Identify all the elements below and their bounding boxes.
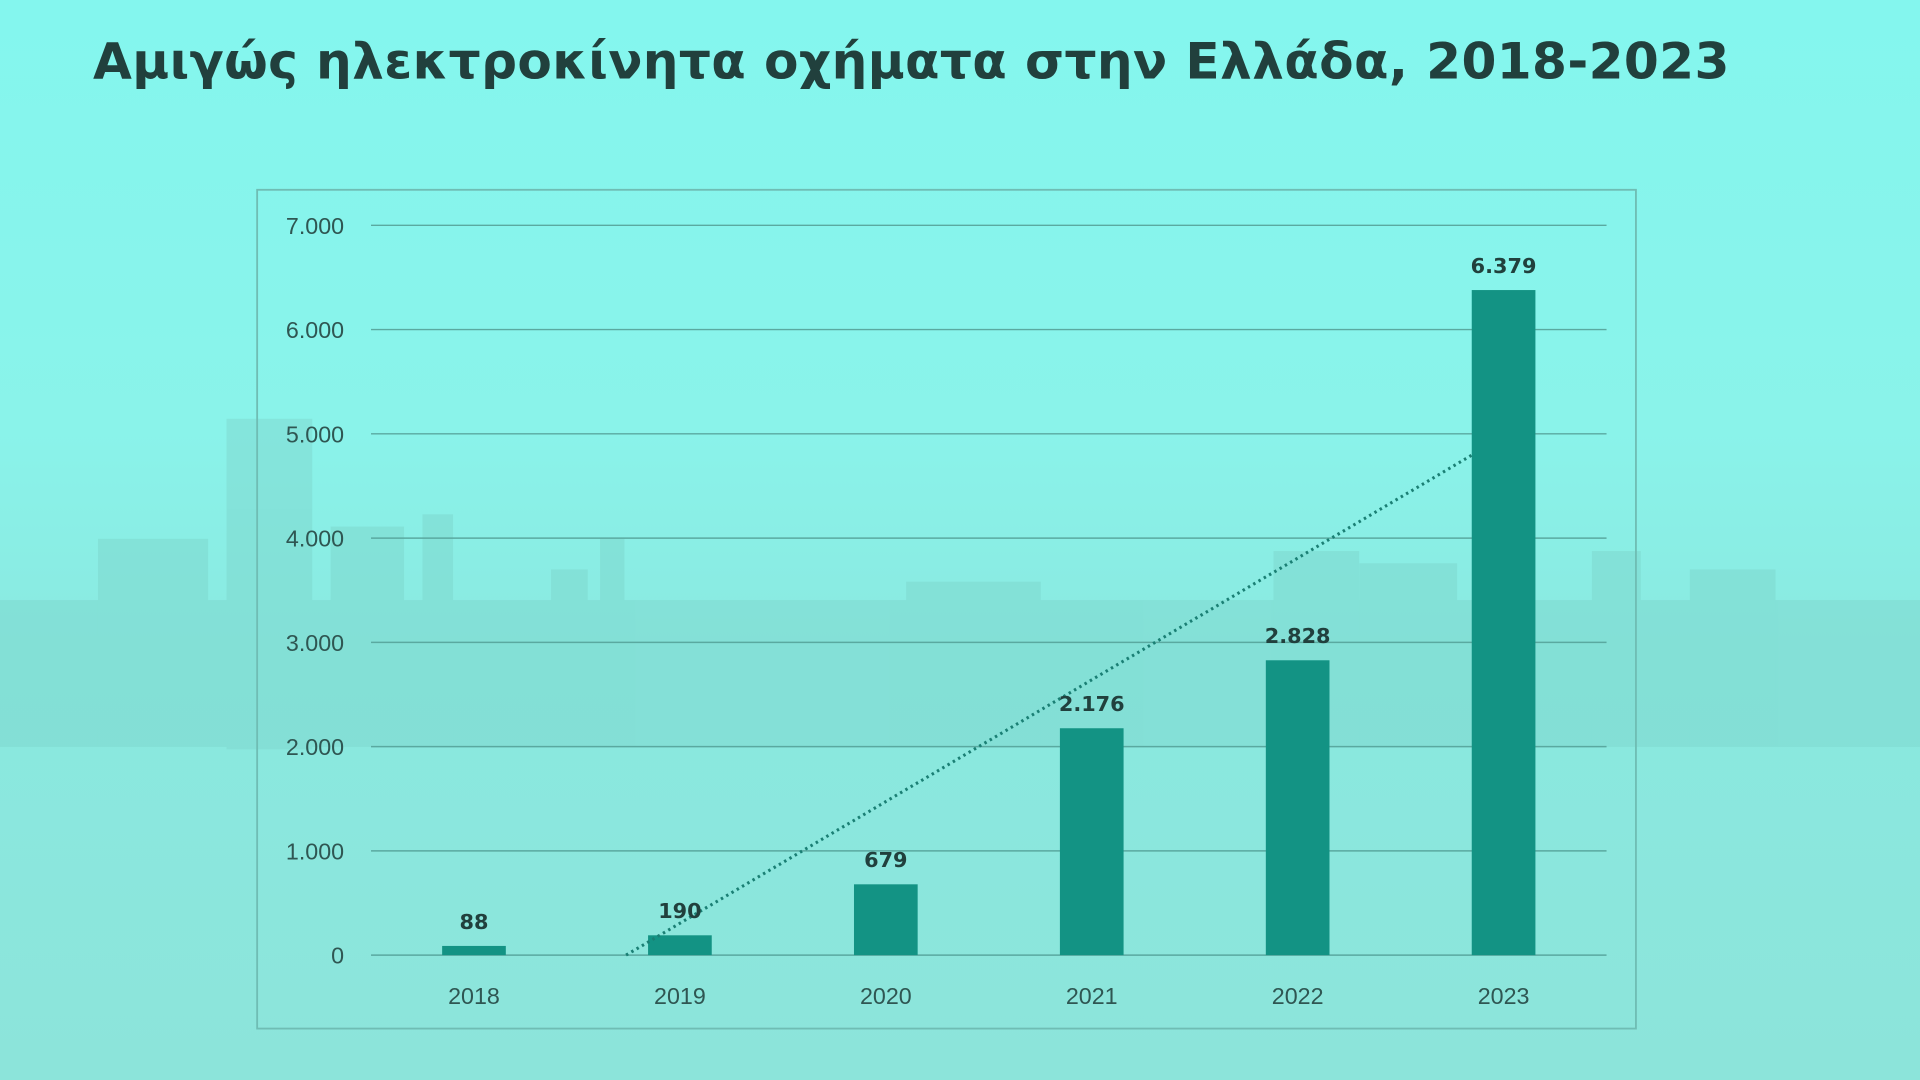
y-tick-label: 3.000 [286,630,344,656]
x-tick-label: 2020 [860,983,912,1009]
bar-2022 [1265,660,1330,956]
data-label: 6.379 [1471,254,1537,278]
bar-2019 [648,935,712,956]
bar-2020 [853,884,918,956]
bar-2021 [1059,728,1124,956]
data-label: 88 [460,910,489,934]
y-tick-label: 5.000 [286,421,344,447]
trendline [625,453,1474,957]
y-tick-label: 4.000 [286,526,344,552]
y-tick-label: 0 [331,943,344,969]
x-tick-label: 2018 [448,983,500,1009]
bar-2018 [442,945,506,956]
x-tick-label: 2019 [654,983,706,1009]
chart-title: Αμιγώς ηλεκτροκίνητα οχήματα στην Ελλάδα… [93,31,1730,91]
y-tick-label: 7.000 [286,213,344,239]
y-tick-label: 6.000 [286,317,344,343]
x-tick-label: 2023 [1478,983,1530,1009]
data-label: 2.176 [1059,692,1125,716]
x-tick-label: 2021 [1066,983,1118,1009]
data-label: 2.828 [1265,624,1331,648]
data-label: 679 [864,848,907,872]
bar-2023 [1471,290,1536,956]
y-tick-label: 1.000 [286,838,344,864]
x-tick-label: 2022 [1272,983,1324,1009]
y-tick-label: 2.000 [286,734,344,760]
chart-frame [256,188,1637,1030]
data-label: 190 [658,899,701,923]
